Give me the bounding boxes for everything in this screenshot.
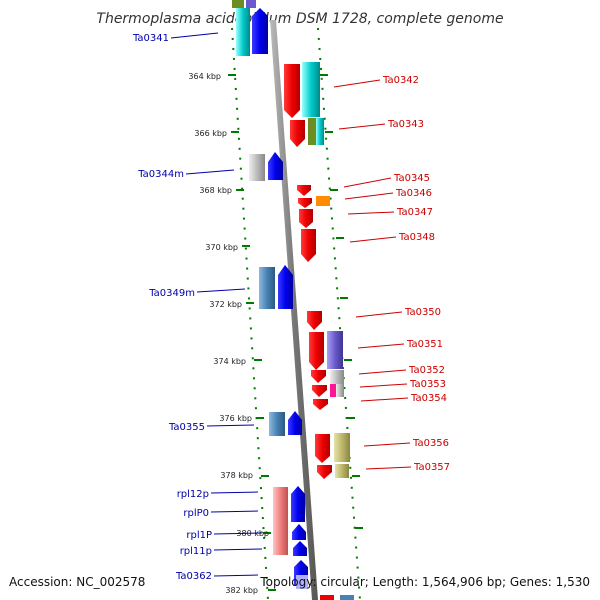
gene-label[interactable]: Ta0342 <box>382 75 419 86</box>
gene-block[interactable] <box>269 412 285 436</box>
kbp-label: 378 kbp <box>220 471 253 480</box>
gene-block[interactable] <box>336 384 344 397</box>
kbp-label: 372 kbp <box>209 300 242 309</box>
gene-label[interactable]: Ta0350 <box>404 307 441 318</box>
gene-label[interactable]: Ta0347 <box>396 207 433 218</box>
gene-block[interactable] <box>232 0 244 8</box>
gene-label[interactable]: Ta0346 <box>395 188 432 199</box>
gene-arrow[interactable] <box>315 434 330 463</box>
gene-label[interactable]: rplP0 <box>183 508 209 519</box>
gene-label[interactable]: Ta0343 <box>387 119 424 130</box>
kbp-label: 382 kbp <box>225 586 258 595</box>
gene-arrow[interactable] <box>299 209 313 228</box>
gene-label[interactable]: Ta0344m <box>137 169 184 180</box>
gene-arrow[interactable] <box>301 229 316 262</box>
gene-label[interactable]: Ta0362 <box>175 571 212 582</box>
gene-block[interactable] <box>327 331 343 369</box>
kbp-ticks <box>228 74 276 591</box>
gene-label[interactable]: Ta0355 <box>168 422 205 433</box>
gene-arrow[interactable] <box>297 185 311 196</box>
gene-arrow[interactable] <box>268 152 283 180</box>
gene-arrow[interactable] <box>278 265 293 309</box>
gene-label[interactable]: rpl1P <box>186 530 212 541</box>
gene-arrow[interactable] <box>252 8 268 54</box>
gene-block[interactable] <box>249 154 265 181</box>
right-labels: Ta0342 Ta0343 Ta0345 Ta0346 Ta0347 Ta034… <box>382 75 450 473</box>
gene-arrow[interactable] <box>288 411 302 435</box>
map-title: Thermoplasma acidophilum DSM 1728, compl… <box>96 11 503 27</box>
left-callouts <box>170 32 263 577</box>
gene-label[interactable]: Ta0351 <box>406 339 443 350</box>
right-genes <box>284 62 354 600</box>
kbp-label: 368 kbp <box>199 186 232 195</box>
gene-arrow[interactable] <box>307 311 322 330</box>
gene-block[interactable] <box>330 370 344 384</box>
gene-block[interactable] <box>316 118 324 145</box>
gene-block[interactable] <box>335 464 349 478</box>
gene-block[interactable] <box>316 196 330 206</box>
kbp-label: 364 kbp <box>188 72 221 81</box>
kbp-label: 376 kbp <box>219 414 252 423</box>
gene-block[interactable] <box>320 595 334 600</box>
gene-block[interactable] <box>334 433 350 462</box>
kbp-label: 366 kbp <box>194 129 227 138</box>
right-track <box>317 27 361 600</box>
topology-text: Topology: circular; Length: 1,564,906 bp… <box>259 575 590 589</box>
kbp-label: 374 kbp <box>213 357 246 366</box>
gene-block[interactable] <box>259 267 275 309</box>
left-labels: Ta0341 Ta0344m Ta0349m Ta0355 rpl12p rpl… <box>132 33 212 582</box>
kbp-label: 370 kbp <box>205 243 238 252</box>
right-ticks <box>320 74 363 529</box>
gene-block[interactable] <box>296 575 308 589</box>
gene-arrow[interactable] <box>293 541 307 556</box>
right-callouts <box>333 79 412 470</box>
gene-label[interactable]: Ta0348 <box>398 232 435 243</box>
gene-arrow[interactable] <box>313 399 328 410</box>
gene-block[interactable] <box>330 384 336 397</box>
gene-block[interactable] <box>236 8 250 56</box>
gene-block[interactable] <box>273 487 288 555</box>
gene-label[interactable]: Ta0341 <box>132 33 169 44</box>
gene-arrow[interactable] <box>309 332 324 370</box>
gene-arrow[interactable] <box>312 385 327 397</box>
gene-label[interactable]: Ta0352 <box>408 365 445 376</box>
gene-arrow[interactable] <box>284 64 300 118</box>
gene-block[interactable] <box>308 118 316 145</box>
gene-arrow[interactable] <box>290 120 305 147</box>
gene-label[interactable]: Ta0354 <box>410 393 447 404</box>
gene-block[interactable] <box>246 0 256 8</box>
gene-arrow[interactable] <box>292 524 306 540</box>
gene-arrow[interactable] <box>291 496 305 522</box>
accession-text: Accession: NC_002578 <box>9 575 145 589</box>
gene-label[interactable]: Ta0356 <box>412 438 449 449</box>
gene-label[interactable]: Ta0349m <box>148 288 195 299</box>
gene-block[interactable] <box>340 595 354 600</box>
gene-label[interactable]: rpl11p <box>180 546 212 557</box>
gene-arrow[interactable] <box>317 465 332 479</box>
gene-block[interactable] <box>302 62 320 117</box>
gene-label[interactable]: Ta0353 <box>409 379 446 390</box>
left-track <box>231 27 269 600</box>
gene-arrow[interactable] <box>311 370 326 383</box>
gene-label[interactable]: Ta0357 <box>413 462 450 473</box>
left-genes <box>232 0 308 589</box>
gene-label[interactable]: rpl12p <box>177 489 209 500</box>
gene-arrow[interactable] <box>298 198 312 208</box>
gene-label[interactable]: Ta0345 <box>393 173 430 184</box>
